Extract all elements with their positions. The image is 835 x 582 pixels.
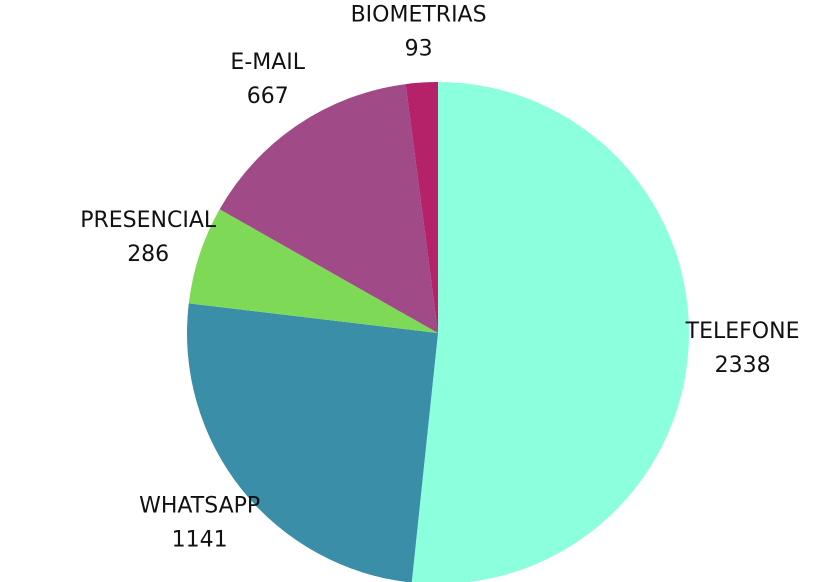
slice-label: WHATSAPP [139, 493, 260, 518]
pie-slice [188, 209, 438, 333]
pie-slice [187, 303, 438, 582]
pie-slice [405, 82, 438, 333]
slice-label: PRESENCIAL [80, 208, 217, 233]
slice-value: 93 [405, 37, 433, 62]
slice-value: 286 [127, 242, 169, 267]
slice-label: BIOMETRIAS [351, 3, 487, 28]
slice-value: 1141 [172, 527, 228, 552]
slice-label: TELEFONE [685, 319, 800, 344]
slice-value: 667 [247, 84, 289, 109]
slice-label: E-MAIL [230, 50, 305, 75]
pie-slice [219, 84, 438, 334]
pie-slice [411, 82, 689, 582]
slice-value: 2338 [715, 353, 771, 378]
